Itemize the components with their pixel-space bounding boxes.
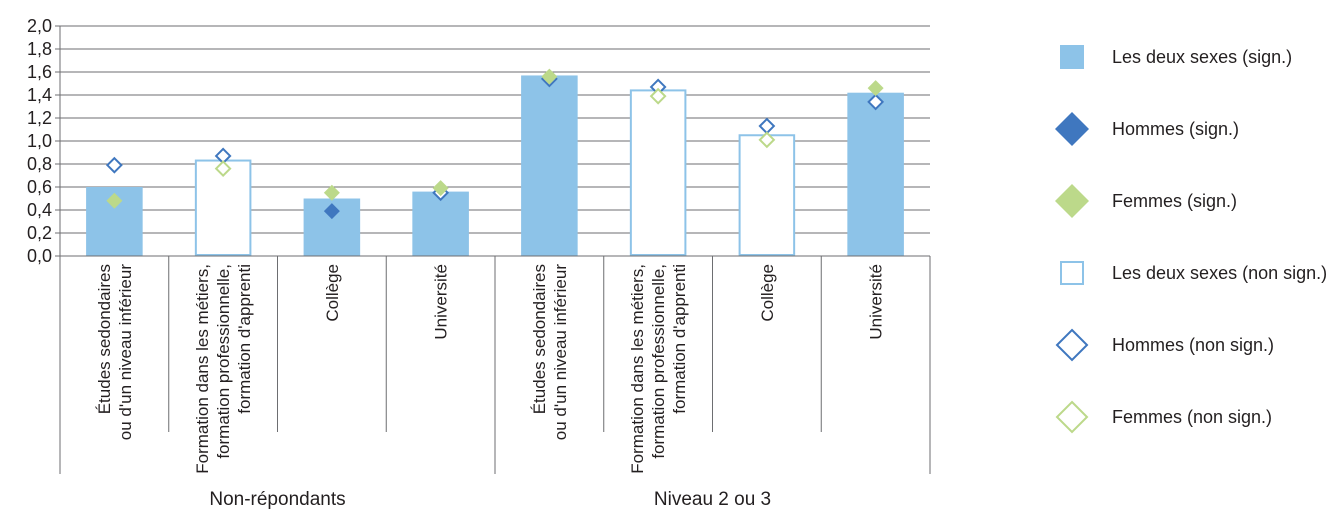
y-tick-label: 1,0 — [27, 131, 52, 151]
legend-item: Les deux sexes (non sign.) — [1060, 261, 1326, 285]
category-label: Collège — [758, 264, 777, 322]
gridlines — [60, 25, 930, 257]
y-tick-label: 0,0 — [27, 246, 52, 266]
category-label: ou d'un niveau inférieur — [116, 264, 135, 441]
category-label: formation professionnelle, — [214, 264, 233, 459]
legend-square-swatch — [1060, 261, 1084, 285]
bars — [86, 75, 904, 257]
y-tick-label: 0,6 — [27, 177, 52, 197]
category-label: Collège — [323, 264, 342, 322]
markers — [105, 68, 885, 220]
legend-diamond-swatch — [1055, 184, 1089, 218]
legend-label: Les deux sexes (sign.) — [1112, 47, 1292, 67]
group-label: Niveau 2 ou 3 — [654, 489, 771, 510]
legend-square-swatch — [1060, 45, 1084, 69]
legend-diamond-swatch — [1055, 328, 1089, 362]
category-label: Études sedondaires — [95, 264, 114, 414]
axes — [55, 25, 931, 474]
y-tick-labels: 0,0 0,2 0,4 0,6 0,8 1,0 1,2 1,4 1,6 1,8 2,0 — [27, 16, 52, 266]
legend-item: Hommes (non sign.) — [1055, 328, 1274, 362]
legend-label: Les deux sexes (non sign.) — [1112, 263, 1326, 283]
bar — [521, 75, 578, 256]
group-labels: Non-répondants Niveau 2 ou 3 — [209, 489, 771, 510]
hommes-marker — [323, 203, 340, 220]
bar — [738, 134, 796, 256]
legend-label: Femmes (sign.) — [1112, 191, 1237, 211]
group-label: Non-répondants — [209, 489, 345, 510]
category-label: Formation dans les métiers, — [193, 264, 212, 474]
category-label: ou d'un niveau inférieur — [551, 264, 570, 441]
femmes-marker — [106, 192, 123, 209]
category-label: formation professionnelle, — [649, 264, 668, 459]
y-tick-label: 1,6 — [27, 62, 52, 82]
legend-item: Femmes (sign.) — [1055, 184, 1237, 218]
y-tick-label: 0,4 — [27, 200, 52, 220]
category-label: Université — [432, 264, 451, 340]
y-tick-label: 1,4 — [27, 85, 52, 105]
hommes-marker — [758, 117, 776, 135]
legend-diamond-swatch — [1055, 400, 1089, 434]
femmes-marker — [323, 184, 340, 201]
y-tick-label: 0,2 — [27, 223, 52, 243]
category-label: formation d'apprenti — [670, 264, 689, 414]
legend-item: Hommes (sign.) — [1055, 112, 1239, 146]
legend-diamond-swatch — [1055, 112, 1089, 146]
legend-item: Femmes (non sign.) — [1055, 400, 1272, 434]
category-label: Formation dans les métiers, — [628, 264, 647, 474]
legend-item: Les deux sexes (sign.) — [1060, 45, 1292, 69]
bar — [847, 92, 904, 256]
femmes-marker — [867, 80, 884, 97]
y-tick-label: 1,2 — [27, 108, 52, 128]
femmes-marker — [649, 87, 667, 105]
y-tick-label: 0,8 — [27, 154, 52, 174]
femmes-marker — [758, 131, 776, 149]
femmes-marker — [214, 160, 232, 178]
bar — [194, 159, 252, 256]
category-label: Études sedondaires — [530, 264, 549, 414]
legend: Les deux sexes (sign.) Hommes (sign.) Femm… — [1055, 45, 1326, 434]
y-tick-label: 1,8 — [27, 39, 52, 59]
legend-label: Hommes (sign.) — [1112, 119, 1239, 139]
category-labels: Études sedondaires ou d'un niveau inférie… — [95, 264, 886, 474]
category-label: formation d'apprenti — [235, 264, 254, 414]
y-tick-label: 2,0 — [27, 16, 52, 36]
hommes-marker — [105, 156, 123, 174]
femmes-marker — [541, 68, 558, 85]
category-label: Université — [867, 264, 886, 340]
bar — [412, 191, 469, 256]
legend-label: Hommes (non sign.) — [1112, 335, 1274, 355]
bar — [629, 89, 687, 257]
legend-label: Femmes (non sign.) — [1112, 407, 1272, 427]
hommes-marker — [867, 93, 885, 111]
femmes-marker — [432, 180, 449, 197]
